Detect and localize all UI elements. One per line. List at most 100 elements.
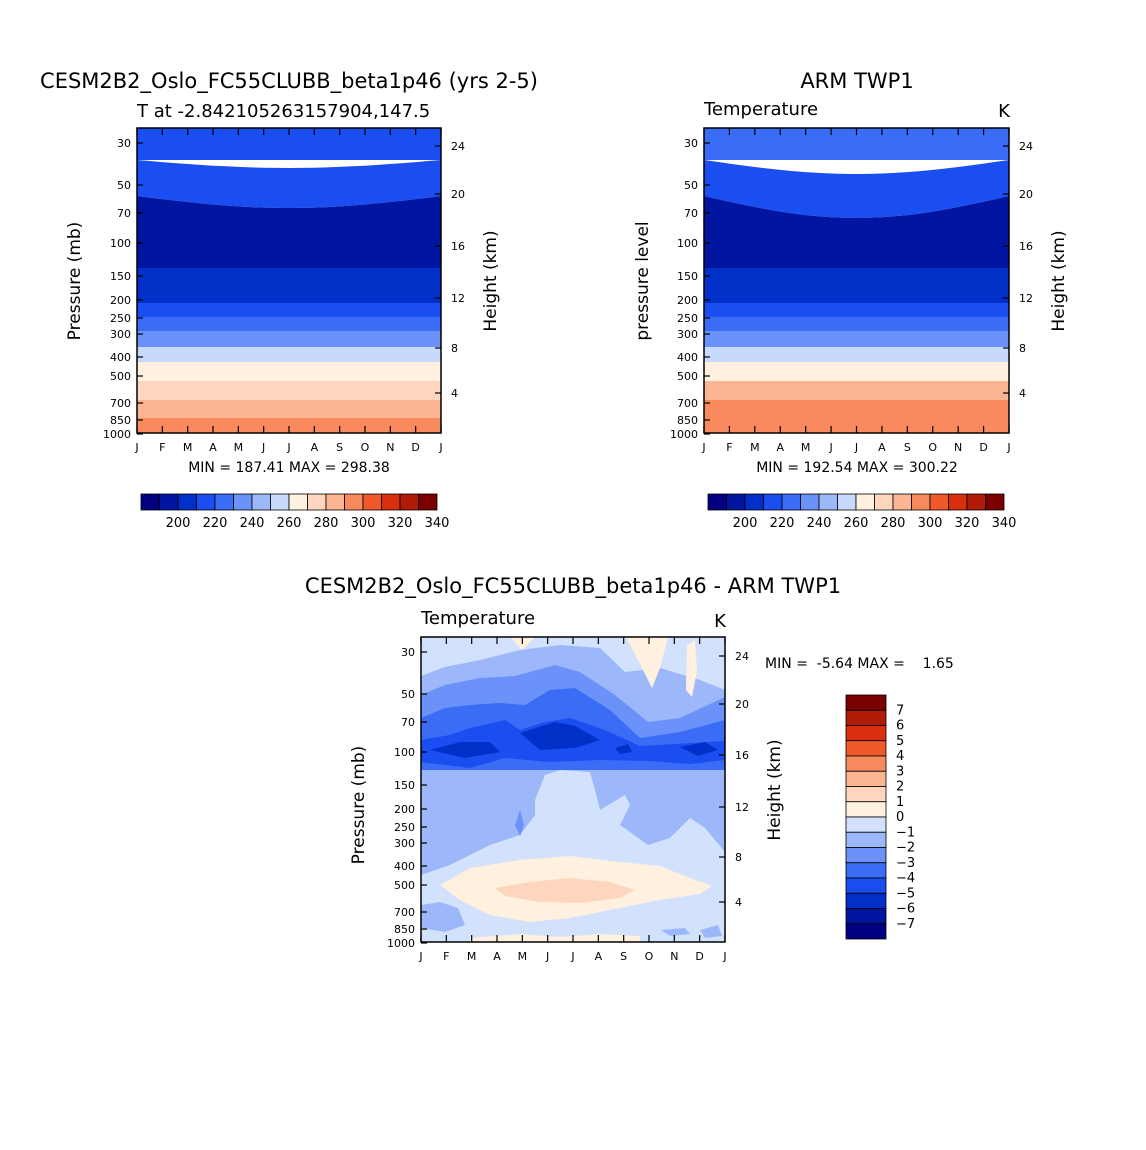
x-tick-label: M (801, 441, 811, 454)
colorbar-swatch (818, 493, 838, 511)
x-tick-label: A (878, 441, 886, 454)
x-tick-label: F (443, 950, 449, 963)
colorbar-swatch (845, 877, 887, 894)
contour-band (704, 317, 1009, 331)
colorbar-swatch (707, 493, 727, 511)
colorbar-label: 280 (314, 516, 339, 531)
y-right-tick-label: 16 (1019, 240, 1033, 253)
y-tick-label: 400 (394, 860, 415, 873)
x-tick-label: J (545, 950, 549, 963)
colorbar-label: −7 (896, 917, 915, 932)
x-tick-label: A (209, 441, 217, 454)
x-tick-label: D (979, 441, 987, 454)
colorbar-label: −3 (896, 856, 915, 871)
colorbar-swatch (874, 493, 894, 511)
contour-band (137, 196, 441, 271)
x-tick-label: J (854, 441, 858, 454)
colorbar-swatch (845, 770, 887, 787)
y-tick-label: 70 (684, 207, 698, 220)
panel-diff: CESM2B2_Oslo_FC55CLUBB_beta1p46 - ARM TW… (305, 574, 954, 963)
colorbar-swatch (726, 493, 746, 511)
colorbar-swatch (845, 862, 887, 879)
x-tick-label: J (438, 441, 442, 454)
y-right-tick-label: 24 (451, 140, 465, 153)
x-tick-label: J (701, 441, 705, 454)
x-tick-label: J (1006, 441, 1010, 454)
colorbar-swatch (214, 493, 234, 511)
colorbar-swatch (845, 831, 887, 848)
colorbar-swatch (763, 493, 783, 511)
x-tick-label: M (750, 441, 760, 454)
y-tick-label: 500 (110, 370, 131, 383)
x-tick-label: J (286, 441, 290, 454)
y-tick-label: 250 (677, 312, 698, 325)
colorbar-swatch (288, 493, 308, 511)
colorbar-label: 2 (896, 780, 904, 795)
panel-diff-subtitle: Temperature (420, 608, 535, 629)
colorbar-swatch (800, 493, 820, 511)
colorbar-swatch (845, 892, 887, 909)
y-right-tick-label: 12 (1019, 292, 1033, 305)
contour-band (704, 196, 1009, 271)
y-right-tick-label: 20 (451, 188, 465, 201)
y-tick-label: 30 (684, 137, 698, 150)
x-tick-label: J (134, 441, 138, 454)
colorbar-swatch (845, 847, 887, 864)
contour-band (704, 303, 1009, 317)
colorbar-label: 240 (807, 516, 832, 531)
colorbar-label: −5 (896, 886, 915, 901)
colorbar-swatch (381, 493, 401, 511)
colorbar-label: −1 (896, 825, 915, 840)
colorbar-label: 200 (166, 516, 191, 531)
x-tick-label: S (620, 950, 627, 963)
colorbar-swatch (985, 493, 1005, 511)
y-right-tick-label: 4 (451, 387, 458, 400)
colorbar-swatch (781, 493, 801, 511)
x-tick-label: M (518, 950, 528, 963)
colorbar-label: 260 (844, 516, 869, 531)
colorbar-label: 220 (203, 516, 228, 531)
y-tick-label: 50 (684, 179, 698, 192)
y-tick-label: 1000 (103, 428, 131, 441)
y-tick-label: 300 (394, 837, 415, 850)
x-tick-label: J (418, 950, 422, 963)
contour-band (137, 160, 441, 208)
colorbar-swatch (307, 493, 327, 511)
y-tick-label: 700 (677, 397, 698, 410)
colorbar-swatch (837, 493, 857, 511)
contour-band (704, 400, 1009, 418)
y-tick-label: 300 (677, 328, 698, 341)
y-tick-label: 850 (110, 414, 131, 427)
y-right-tick-label: 24 (1019, 140, 1033, 153)
colorbar-label: 300 (918, 516, 943, 531)
colorbar-swatch (845, 923, 887, 940)
colorbar-label: 200 (733, 516, 758, 531)
colorbar-label: 340 (425, 516, 450, 531)
y-tick-label: 300 (110, 328, 131, 341)
colorbar-swatch (845, 801, 887, 818)
y-right-tick-label: 8 (451, 342, 458, 355)
panel-obs-ylabel: pressure level (633, 221, 653, 340)
y-right-tick-label: 16 (735, 749, 749, 762)
y-tick-label: 1000 (670, 428, 698, 441)
contour-band (137, 400, 441, 418)
y-right-tick-label: 8 (1019, 342, 1026, 355)
y-tick-label: 30 (401, 646, 415, 659)
colorbar-label: 340 (992, 516, 1017, 531)
contour-band (137, 128, 441, 160)
y-tick-label: 50 (117, 179, 131, 192)
colorbar-swatch (845, 709, 887, 726)
y-tick-label: 250 (394, 821, 415, 834)
panel-model-colorbar: 200 220 240 260 280 300 320 340 (140, 493, 450, 531)
panel-model-axes: J F M A M J J A S O N D J 30 50 70 100 150 200 250 300 400 500… (103, 128, 465, 454)
panel-diff-minmax: MIN = -5.64 MAX = 1.65 (765, 656, 954, 672)
colorbar-swatch (325, 493, 345, 511)
y-tick-label: 30 (117, 137, 131, 150)
colorbar-label: 7 (896, 703, 904, 718)
contour-band (704, 347, 1009, 362)
y-tick-label: 500 (677, 370, 698, 383)
panel-obs-colorbar: 200 220 240 260 280 300 320 340 (707, 493, 1017, 531)
x-tick-label: M (183, 441, 193, 454)
x-tick-label: J (261, 441, 265, 454)
